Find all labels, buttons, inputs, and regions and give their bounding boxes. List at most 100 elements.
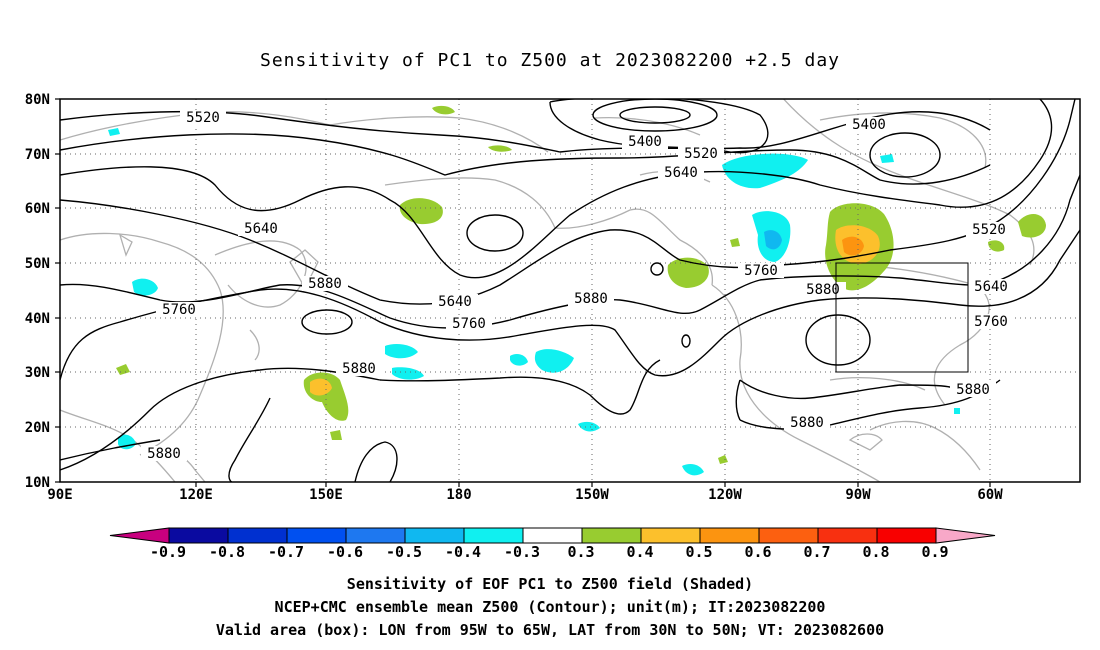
contour-label: 5640 [432,294,478,310]
svg-text:5880: 5880 [147,446,181,462]
contour-label: 5880 [336,361,382,377]
svg-text:5880: 5880 [790,415,824,431]
lon-label: 180 [446,487,471,503]
svg-text:5520: 5520 [972,222,1006,238]
lat-label: 40N [25,311,50,327]
contour-label: 5760 [738,263,784,279]
svg-text:5880: 5880 [308,276,342,292]
colorbar [109,527,996,544]
lon-labels: 90E 120E 150E 180 150W 120W 90W 60W [47,487,1003,503]
z500-contours [60,99,1080,482]
lat-label: 20N [25,420,50,436]
svg-text:5880: 5880 [956,382,990,398]
contour-label: 5880 [141,446,187,462]
colorbar-segment [640,527,701,544]
colorbar-segment [935,527,996,544]
contour-label: 5880 [568,291,614,307]
svg-text:5880: 5880 [806,282,840,298]
colorbar-segment [876,527,937,544]
colorbar-segment [522,527,583,544]
valid-area-box [835,262,969,373]
contour-label: 5880 [800,282,846,298]
sensitivity-shading [108,105,1046,476]
svg-text:5760: 5760 [452,316,486,332]
contour-label: 5640 [968,279,1014,295]
contour-label: 5760 [446,316,492,332]
colorbar-segment [463,527,524,544]
colorbar-segment [227,527,288,544]
colorbar-segment [817,527,878,544]
lon-label: 120E [179,487,213,503]
colorbar-label: 0.8 [862,543,890,561]
svg-text:5760: 5760 [162,302,196,318]
svg-text:5760: 5760 [974,314,1008,330]
coastlines [60,99,1035,482]
colorbar-segment [168,527,229,544]
colorbar-segment [286,527,347,544]
map-frame [59,98,1081,483]
contour-label: 5400 [846,117,892,133]
lon-label: 150E [309,487,343,503]
svg-text:5640: 5640 [974,279,1008,295]
contour-label: 5880 [784,415,830,431]
contour-label: 5760 [156,302,202,318]
contour-label: 5640 [658,165,704,181]
colorbar-label: 0.6 [744,543,772,561]
svg-text:5400: 5400 [628,134,662,150]
colorbar-label: -0.6 [326,543,364,561]
lat-label: 10N [25,475,50,491]
svg-text:5400: 5400 [852,117,886,133]
axis-ticks [55,98,991,487]
colorbar-segment [699,527,760,544]
contour-label: 5880 [950,382,996,398]
svg-text:5520: 5520 [684,146,718,162]
svg-text:5760: 5760 [744,263,778,279]
contour-label: 5520 [180,110,226,126]
contour-label: 5640 [238,221,284,237]
lat-label: 80N [25,92,50,108]
contour-label: 5760 [968,314,1014,330]
colorbar-label: -0.3 [503,543,541,561]
svg-text:5880: 5880 [574,291,608,307]
colorbar-label: -0.9 [149,543,187,561]
colorbar-segment [345,527,406,544]
colorbar-label: -0.7 [267,543,305,561]
contour-label: 5520 [966,222,1012,238]
lon-label: 120W [708,487,742,503]
map-title: Sensitivity of PC1 to Z500 at 2023082200… [259,50,840,71]
svg-text:5880: 5880 [342,361,376,377]
colorbar-label: 0.3 [567,543,595,561]
svg-text:5640: 5640 [438,294,472,310]
contour-label: 5880 [302,276,348,292]
colorbar-label: 0.7 [803,543,831,561]
lat-label: 50N [25,256,50,272]
caption-line-1: Sensitivity of EOF PC1 to Z500 field (Sh… [346,575,754,593]
lon-label: 90W [845,487,871,503]
contour-label: 5520 [678,146,724,162]
lat-label: 60N [25,201,50,217]
lat-label: 70N [25,147,50,163]
colorbar-label: 0.4 [626,543,654,561]
colorbar-label: -0.4 [444,543,482,561]
lon-label: 60W [977,487,1003,503]
colorbar-segment [404,527,465,544]
colorbar-label: -0.8 [208,543,246,561]
colorbar-label: 0.9 [921,543,949,561]
colorbar-segment [581,527,642,544]
contour-label: 5400 [622,134,668,150]
contour-labels: 5520 5400 5520 5400 5640 5640 5760 5640 … [141,110,1014,462]
caption-line-2: NCEP+CMC ensemble mean Z500 (Contour); u… [274,598,826,616]
svg-text:5640: 5640 [664,165,698,181]
lon-label: 90E [47,487,72,503]
colorbar-segment [109,527,170,544]
colorbar-segment [758,527,819,544]
lat-label: 30N [25,365,50,381]
svg-text:5520: 5520 [186,110,220,126]
lon-label: 150W [575,487,609,503]
caption-line-3: Valid area (box): LON from 95W to 65W, L… [215,621,885,639]
lat-labels: 80N 70N 60N 50N 40N 30N 20N 10N [25,92,50,491]
colorbar-label: -0.5 [385,543,423,561]
colorbar-label: 0.5 [685,543,713,561]
svg-text:5640: 5640 [244,221,278,237]
